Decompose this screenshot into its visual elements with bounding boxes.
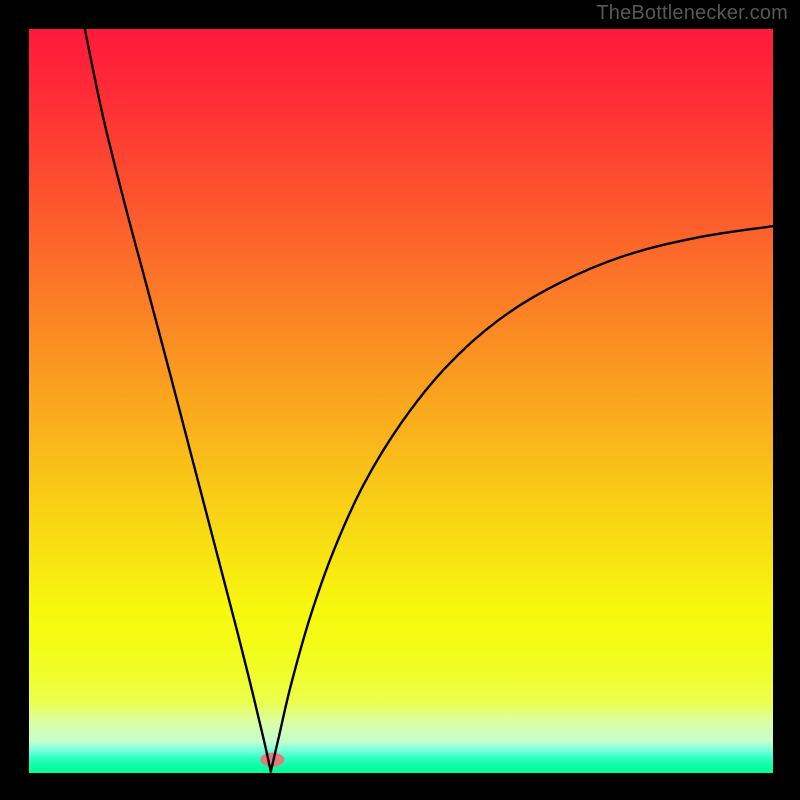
figure-frame: TheBottlenecker.com — [0, 0, 800, 800]
bottleneck-curve-chart — [29, 29, 773, 773]
attribution-label: TheBottlenecker.com — [596, 2, 788, 25]
gradient-background — [29, 29, 773, 773]
plot-area — [29, 29, 773, 773]
